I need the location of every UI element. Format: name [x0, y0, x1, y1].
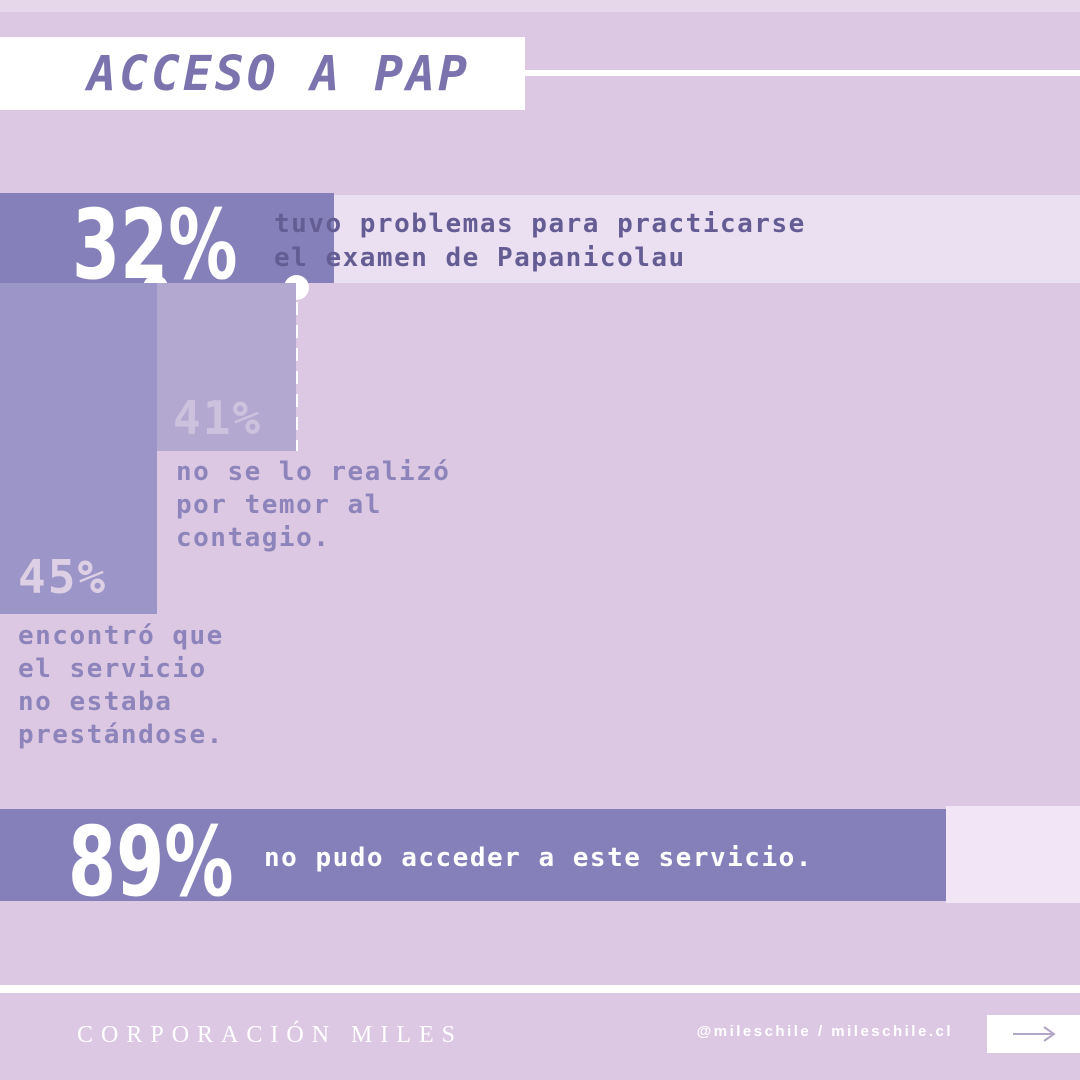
stat-89-side-box: [946, 806, 1080, 903]
stat-45-caption-line4: prestándose.: [18, 720, 224, 750]
stat-32-band: [0, 193, 334, 283]
stat-41-caption-line3: contagio.: [176, 523, 331, 553]
footer-org-name: CORPORACIÓN MILES: [77, 1022, 464, 1048]
stat-45-caption-line3: no estaba: [18, 687, 173, 717]
stat-41-caption-line1: no se lo realizó: [176, 457, 451, 487]
next-button[interactable]: [987, 1015, 1080, 1053]
stat-32-caption: tuvo problemas para practicarse el exame…: [274, 207, 806, 275]
footer-social-handles: @mileschile / mileschile.cl: [696, 1023, 953, 1040]
title-banner: ACCESO A PAP: [0, 37, 525, 110]
stat-32-caption-line1: tuvo problemas para practicarse: [274, 209, 806, 239]
stat-41-value: 41%: [173, 391, 263, 445]
arrow-right-icon: [1011, 1025, 1057, 1043]
stat-41-caption: no se lo realizó por temor al contagio.: [176, 456, 450, 555]
stat-32-value: 32%: [72, 189, 238, 301]
stat-45-caption: encontró que el servicio no estaba prest…: [18, 620, 224, 752]
stat-89-value: 89%: [68, 806, 234, 918]
stat-45-caption-line2: el servicio: [18, 654, 207, 684]
page-title: ACCESO A PAP: [87, 45, 470, 102]
stat-41-caption-line2: por temor al: [176, 490, 382, 520]
stat-45-value: 45%: [18, 550, 108, 604]
dashed-line-right: [294, 302, 298, 451]
top-strip: [0, 0, 1080, 12]
stat-89-caption: no pudo acceder a este servicio.: [264, 843, 813, 873]
stat-45-caption-line1: encontró que: [18, 621, 224, 651]
stat-32-caption-box: [334, 195, 1080, 283]
stat-41-block: 41%: [157, 283, 296, 451]
header-rule: [518, 70, 1080, 76]
stat-32-caption-line2: el examen de Papanicolau: [274, 243, 686, 273]
stat-45-column: 45%: [0, 283, 157, 614]
footer-rule: [0, 985, 1080, 993]
stat-89-band: [0, 809, 948, 901]
